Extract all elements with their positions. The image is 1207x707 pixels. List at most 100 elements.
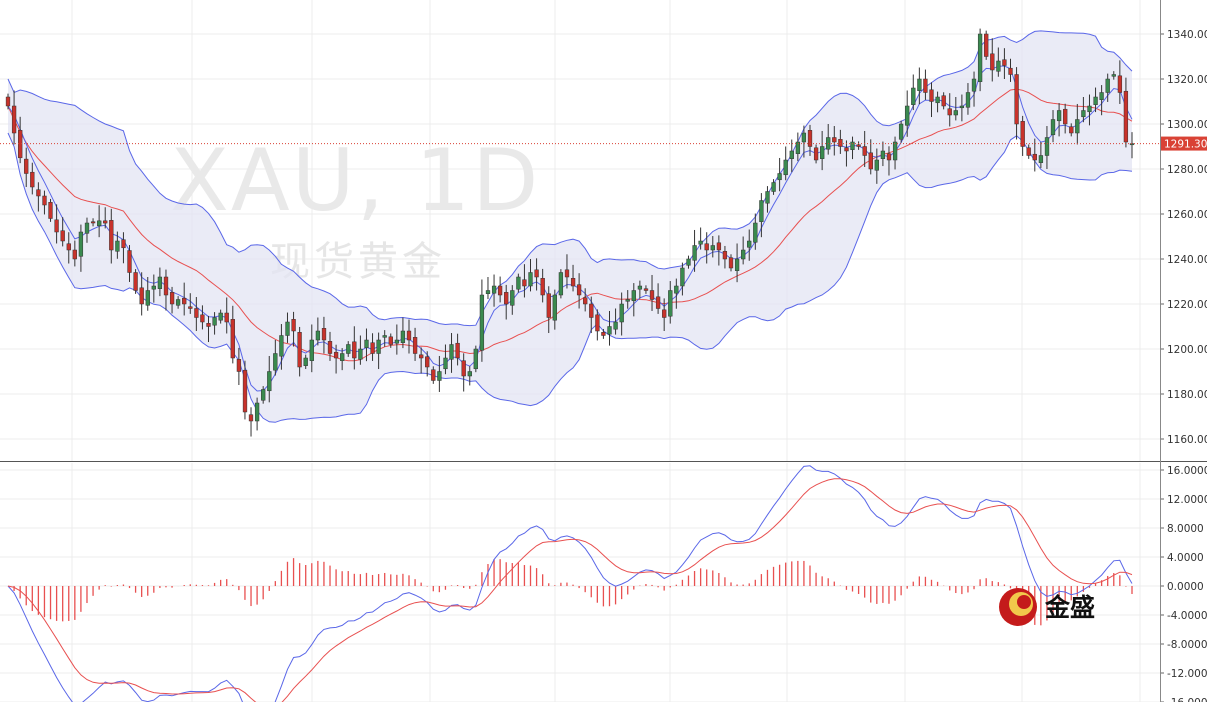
candle-up	[765, 191, 770, 204]
candle-down	[601, 332, 606, 336]
candle-up	[449, 344, 454, 360]
candle-up	[905, 105, 910, 126]
candle-down	[230, 319, 235, 359]
candle-up	[759, 200, 764, 222]
candle-down	[728, 257, 734, 269]
candle-up	[935, 96, 940, 104]
candle-down	[929, 89, 934, 102]
candle-up	[479, 294, 485, 351]
candle-down	[576, 284, 582, 296]
moving-average-line	[7, 88, 1133, 362]
candle-down	[589, 303, 594, 318]
candle-up	[558, 272, 564, 296]
candle-up	[473, 348, 478, 370]
candle-up	[734, 258, 740, 271]
candle-down	[327, 341, 333, 354]
candle-down	[1026, 147, 1031, 156]
candle-up	[261, 389, 266, 401]
candle-down	[121, 239, 126, 249]
candle-down	[504, 292, 509, 305]
candle-up	[303, 357, 308, 366]
candle-up	[340, 353, 345, 361]
bollinger-upper-line	[7, 30, 1133, 327]
candle-up	[1099, 92, 1104, 100]
candle-up	[631, 290, 636, 302]
candle-down	[188, 306, 193, 309]
candle-up	[279, 335, 284, 357]
candle-down	[583, 297, 588, 305]
candle-down	[1002, 59, 1007, 66]
candle-up	[795, 141, 801, 154]
candle-down	[838, 139, 843, 147]
candle-up	[1111, 74, 1116, 77]
candle-down	[370, 342, 375, 354]
candle-down	[297, 332, 302, 368]
candle-down	[1123, 90, 1129, 143]
price-tick-label: 1280.00	[1167, 164, 1207, 176]
candle-down	[352, 341, 357, 359]
candle-up	[637, 285, 643, 290]
candle-up	[613, 321, 618, 330]
candle-down	[716, 242, 722, 251]
candle-down	[200, 314, 205, 323]
candle-up	[516, 276, 521, 290]
candle-up	[443, 357, 448, 370]
candle-up	[1056, 110, 1062, 122]
candle-up	[552, 294, 557, 321]
candle-down	[406, 330, 412, 341]
logo-emblem-core-icon	[1017, 595, 1031, 609]
candle-up	[254, 402, 260, 422]
candle-down	[534, 269, 539, 278]
candle-up	[898, 123, 904, 140]
macd-tick-label: 8.0000	[1167, 523, 1204, 535]
macd-tick-label: 0.0000	[1167, 581, 1204, 593]
bollinger-bands	[7, 30, 1133, 423]
candle-down	[1008, 67, 1013, 75]
candle-up	[771, 182, 776, 192]
candle-up	[741, 249, 746, 260]
candle-up	[1087, 105, 1092, 113]
macd-tick-label: 4.0000	[1167, 552, 1204, 564]
candle-down	[722, 251, 728, 260]
candle-down	[856, 144, 861, 147]
candle-down	[1063, 108, 1068, 125]
candle-up	[273, 353, 278, 371]
candle-down	[36, 189, 41, 197]
candle-up	[668, 290, 673, 317]
candle-down	[990, 53, 995, 71]
candle-down	[984, 33, 989, 57]
candle-down	[291, 319, 296, 332]
candle-down	[182, 297, 187, 305]
candle-up	[267, 371, 272, 392]
price-tick-label: 1300.00	[1167, 119, 1207, 131]
price-tick-label: 1180.00	[1167, 389, 1207, 401]
candlesticks	[5, 28, 1135, 437]
candle-up	[364, 339, 369, 348]
candle-down	[813, 147, 819, 161]
candle-up	[437, 371, 442, 381]
candle-down	[1117, 75, 1123, 93]
candle-up	[346, 344, 351, 354]
candle-down	[169, 292, 175, 305]
candle-down	[1069, 126, 1074, 134]
candle-up	[491, 285, 497, 294]
candle-down	[497, 285, 503, 296]
candle-down	[844, 147, 849, 152]
candle-up	[175, 299, 181, 306]
candle-up	[1105, 78, 1110, 93]
candle-up	[607, 326, 612, 335]
candle-down	[109, 220, 114, 251]
candle-up	[971, 78, 977, 92]
candle-up	[382, 335, 387, 338]
candle-up	[315, 330, 321, 341]
candle-down	[206, 323, 211, 327]
macd-tick-label: -4.0000	[1167, 610, 1207, 622]
candle-down	[133, 272, 138, 291]
macd-tick-label: -16.0000	[1167, 697, 1207, 702]
candle-down	[546, 293, 551, 318]
candle-up	[953, 110, 958, 116]
candle-up	[880, 150, 886, 159]
candle-down	[11, 105, 17, 134]
